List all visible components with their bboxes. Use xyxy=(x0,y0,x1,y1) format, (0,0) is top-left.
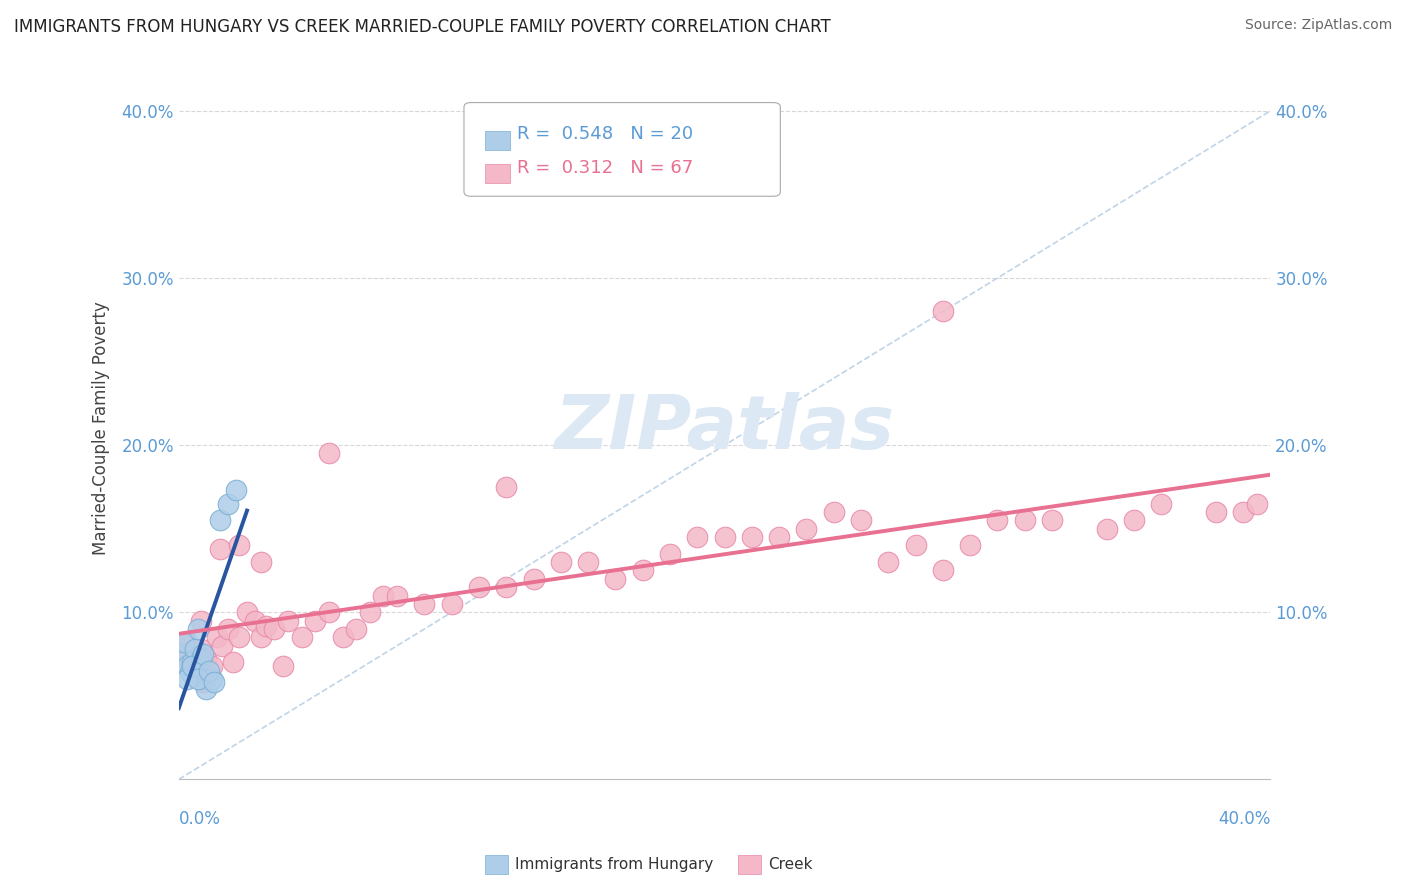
Text: IMMIGRANTS FROM HUNGARY VS CREEK MARRIED-COUPLE FAMILY POVERTY CORRELATION CHART: IMMIGRANTS FROM HUNGARY VS CREEK MARRIED… xyxy=(14,18,831,36)
Point xyxy=(332,630,354,644)
Point xyxy=(1205,505,1227,519)
Point xyxy=(344,622,367,636)
Point xyxy=(173,647,195,661)
Point xyxy=(181,658,204,673)
Point xyxy=(768,530,790,544)
Text: R =  0.312   N = 67: R = 0.312 N = 67 xyxy=(517,159,693,177)
Point xyxy=(179,656,201,670)
Point xyxy=(495,580,517,594)
Point xyxy=(190,642,212,657)
Point xyxy=(468,580,491,594)
Point xyxy=(193,647,215,661)
Point xyxy=(187,622,209,636)
Point xyxy=(291,630,314,644)
Point xyxy=(741,530,763,544)
Text: R =  0.548   N = 20: R = 0.548 N = 20 xyxy=(517,125,693,143)
Y-axis label: Married-Couple Family Poverty: Married-Couple Family Poverty xyxy=(93,301,110,556)
Point xyxy=(195,652,218,666)
Point xyxy=(205,630,228,644)
Text: Source: ZipAtlas.com: Source: ZipAtlas.com xyxy=(1244,18,1392,32)
Point xyxy=(932,564,955,578)
Point xyxy=(181,656,204,670)
Point xyxy=(440,597,463,611)
Text: Immigrants from Hungary: Immigrants from Hungary xyxy=(515,857,713,871)
Point xyxy=(254,618,277,632)
Point xyxy=(217,497,239,511)
Point xyxy=(173,635,195,649)
Text: ZIPatlas: ZIPatlas xyxy=(554,392,894,465)
Point xyxy=(318,446,340,460)
Point xyxy=(1122,513,1144,527)
Point xyxy=(359,605,381,619)
Point xyxy=(263,622,285,636)
Point xyxy=(659,547,682,561)
Point xyxy=(605,572,627,586)
Point xyxy=(1040,513,1063,527)
Point xyxy=(249,555,271,569)
Point xyxy=(932,304,955,318)
Point xyxy=(904,538,927,552)
Point xyxy=(796,522,818,536)
Point xyxy=(877,555,900,569)
Point xyxy=(190,652,212,666)
Point xyxy=(576,555,599,569)
Point xyxy=(304,614,326,628)
Point xyxy=(550,555,572,569)
Point xyxy=(211,639,233,653)
Point xyxy=(190,614,212,628)
Point xyxy=(1232,505,1254,519)
Point xyxy=(208,541,231,556)
Point xyxy=(277,614,299,628)
Point xyxy=(495,480,517,494)
Point xyxy=(217,622,239,636)
Point xyxy=(200,672,222,686)
Point xyxy=(271,658,294,673)
Point xyxy=(184,642,207,657)
Point xyxy=(187,652,209,666)
Point xyxy=(522,572,544,586)
Point xyxy=(228,630,250,644)
Point xyxy=(413,597,436,611)
Point xyxy=(202,675,225,690)
Point xyxy=(228,538,250,552)
Point xyxy=(208,513,231,527)
Point xyxy=(195,682,218,697)
Point xyxy=(686,530,709,544)
Point xyxy=(170,647,193,661)
Point xyxy=(200,658,222,673)
Point xyxy=(187,672,209,686)
Point xyxy=(181,658,204,673)
Text: 0.0%: 0.0% xyxy=(179,810,221,828)
Point xyxy=(631,564,654,578)
Point xyxy=(986,513,1008,527)
Point xyxy=(373,589,395,603)
Point xyxy=(823,505,845,519)
Point xyxy=(193,675,215,690)
Point xyxy=(318,605,340,619)
Point xyxy=(236,605,259,619)
Point xyxy=(1014,513,1036,527)
Point xyxy=(179,665,201,680)
Point xyxy=(222,656,245,670)
Point xyxy=(1095,522,1118,536)
Point xyxy=(176,635,198,649)
Point xyxy=(176,658,198,673)
Point xyxy=(225,483,247,498)
Point xyxy=(1246,497,1268,511)
Point xyxy=(193,672,215,686)
Point xyxy=(959,538,981,552)
Point xyxy=(176,672,198,686)
Point xyxy=(713,530,735,544)
Point xyxy=(198,664,221,678)
Point xyxy=(1150,497,1173,511)
Point xyxy=(849,513,872,527)
Text: Creek: Creek xyxy=(768,857,813,871)
Point xyxy=(184,664,207,678)
Point xyxy=(385,589,408,603)
Text: 40.0%: 40.0% xyxy=(1218,810,1271,828)
Point xyxy=(245,614,267,628)
Point xyxy=(249,630,271,644)
